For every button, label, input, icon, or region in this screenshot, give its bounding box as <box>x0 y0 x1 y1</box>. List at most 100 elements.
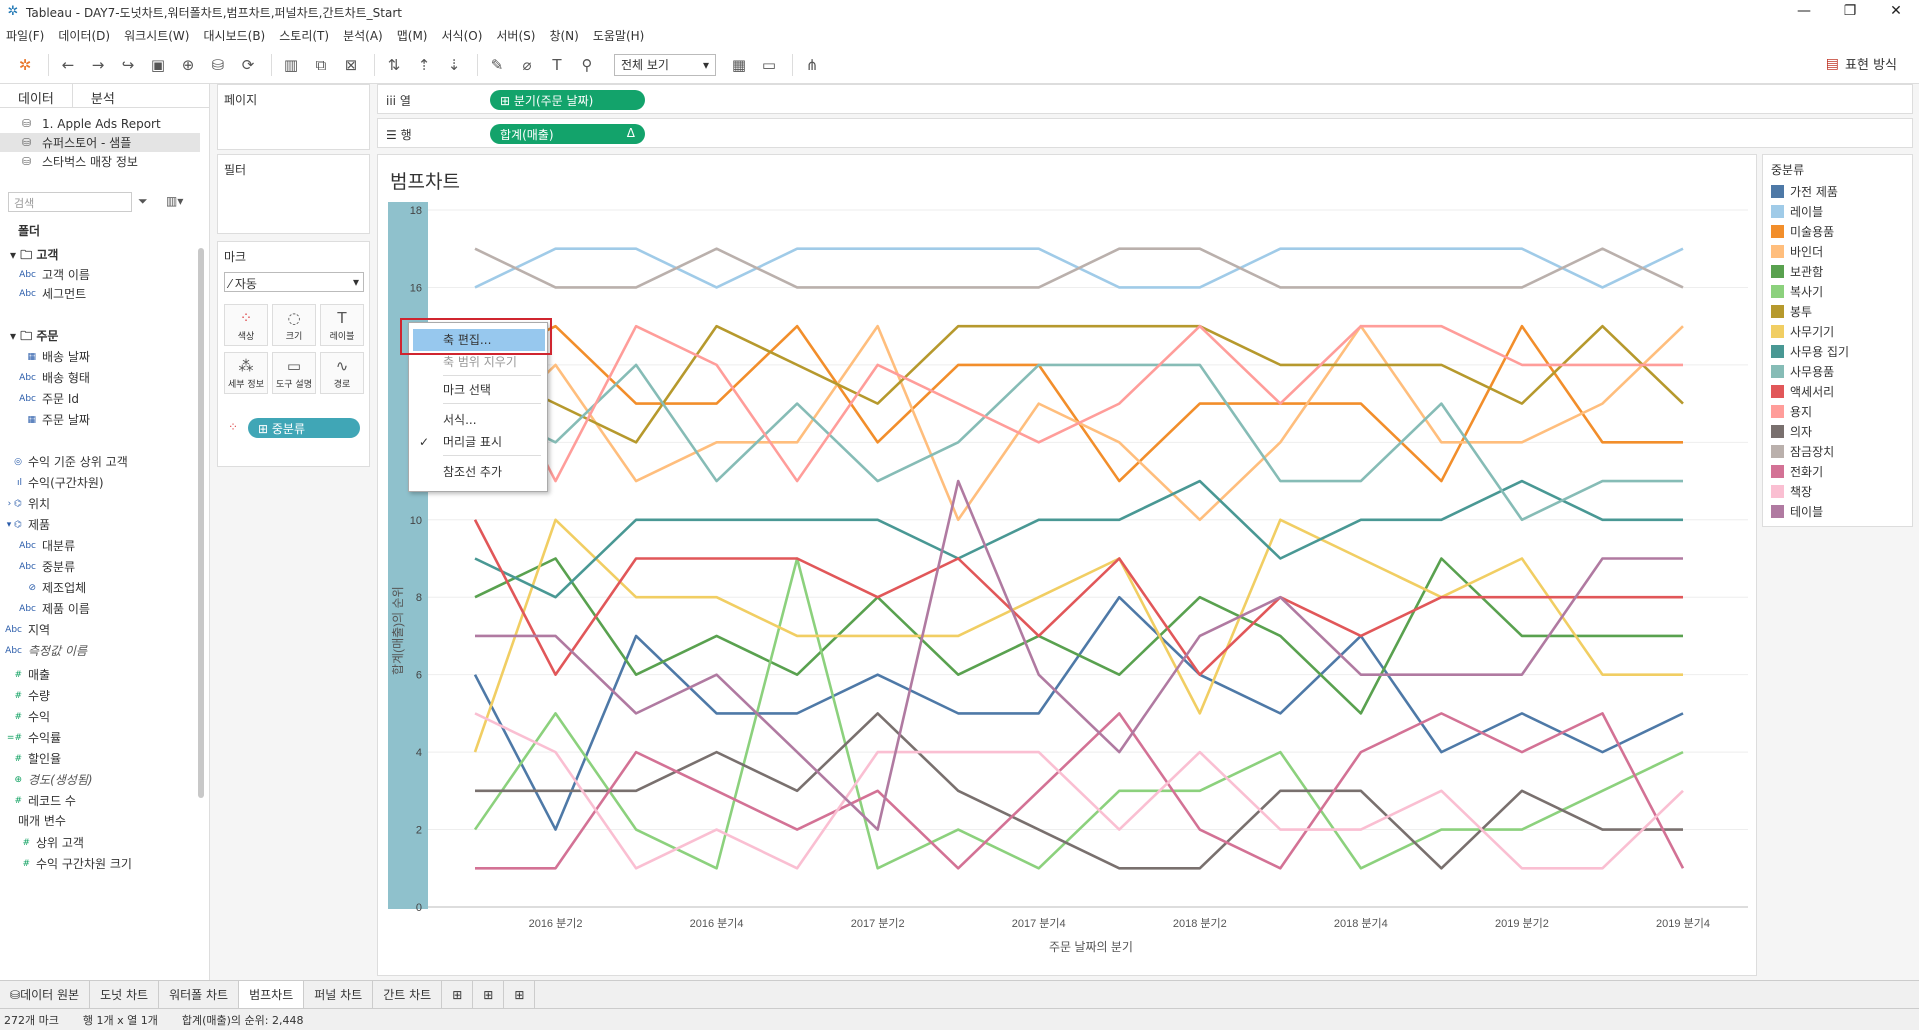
field-item[interactable]: Abc 배송 형태 <box>14 369 214 386</box>
tab-analysis[interactable]: 분석 <box>90 92 115 107</box>
search-input[interactable]: 검색 <box>8 192 132 212</box>
clear-sheet-icon[interactable]: ⊠ <box>344 55 358 74</box>
size-button[interactable]: ◌ 크기 <box>272 304 316 346</box>
share-icon[interactable]: ⋔ <box>805 55 819 74</box>
menu-edit-axis[interactable]: 축 편집... <box>413 329 545 351</box>
series-line[interactable] <box>474 324 1684 444</box>
menu-data[interactable]: 데이터(D) <box>58 28 111 43</box>
pin-icon[interactable]: ⚲ <box>581 55 593 74</box>
tab-bump-chart[interactable]: 범프차트 <box>239 980 305 1009</box>
datasource-item[interactable]: ⛁ 스타벅스 매장 정보 <box>22 155 138 169</box>
series-line[interactable] <box>473 324 1683 483</box>
set-item[interactable]: ◎ 수익 기준 상위 고객 <box>0 453 200 470</box>
series-line[interactable] <box>474 712 1684 870</box>
maximize-button[interactable]: ❐ <box>1843 3 1857 19</box>
menu-worksheet[interactable]: 워크시트(W) <box>124 28 190 43</box>
datasource-icon[interactable]: ⛁ <box>211 55 225 74</box>
color-button[interactable]: ⁘ 색상 <box>224 304 268 346</box>
series-line[interactable] <box>473 519 1683 676</box>
refresh-icon[interactable]: ⟳ <box>241 55 255 74</box>
field-item[interactable]: Abc 주문 Id <box>14 390 214 407</box>
series-line[interactable] <box>475 479 1683 831</box>
tab-waterfall-chart[interactable]: 워터폴 차트 <box>159 980 240 1009</box>
hierarchy-location[interactable]: › ⌬ 위치 <box>0 495 200 512</box>
legend-item[interactable]: 사무기기 <box>1771 323 1834 339</box>
swap-icon[interactable]: ⇅ <box>387 55 401 74</box>
legend-item[interactable]: 미술용품 <box>1771 223 1834 239</box>
sort-asc-icon[interactable]: ⇡ <box>417 55 431 74</box>
columns-shelf[interactable]: iii 열 ⊞ 분기(주문 날짜) <box>377 84 1913 114</box>
parameter-item[interactable]: # 수익 구간차원 크기 <box>8 855 208 872</box>
series-line[interactable] <box>474 324 1683 483</box>
menu-select-marks[interactable]: 마크 선택 <box>443 383 491 397</box>
bin-item[interactable]: ıl 수익(구간차원) <box>0 474 200 491</box>
field-item[interactable]: Abc 세그먼트 <box>14 285 214 302</box>
pages-card[interactable]: 페이지 <box>217 84 370 150</box>
field-item[interactable]: ▦ 배송 날짜 <box>14 348 214 365</box>
tab-donut-chart[interactable]: 도넛 차트 <box>90 980 160 1009</box>
legend-item[interactable]: 책장 <box>1771 483 1812 499</box>
datasource-item-selected[interactable]: ⛁ 슈퍼스토어 - 샘플 <box>0 133 200 152</box>
measure-item[interactable]: # 수익 <box>0 708 200 725</box>
tab-funnel-chart[interactable]: 퍼널 차트 <box>304 980 374 1009</box>
menu-show-header[interactable]: ✓ 머리글 표시 <box>409 431 547 453</box>
menu-add-reference-line[interactable]: 참조선 추가 <box>443 465 503 479</box>
y-axis-title[interactable]: 합계(매출)의 순위 <box>391 586 405 675</box>
mark-type-select[interactable]: ⁄ 자동 ▾ <box>224 272 364 292</box>
replay-icon[interactable]: ↪ <box>121 55 135 74</box>
field-item[interactable]: Abc 고객 이름 <box>14 266 214 283</box>
hierarchy-product[interactable]: ▾ ⌬ 제품 <box>0 516 200 533</box>
menu-server[interactable]: 서버(S) <box>496 28 536 43</box>
legend-item[interactable]: 가전 제품 <box>1771 183 1838 199</box>
undo-icon[interactable]: ← <box>61 55 75 74</box>
rows-pill[interactable]: 합계(매출) Δ <box>490 124 645 144</box>
measure-item[interactable]: =# 수익률 <box>0 729 200 746</box>
new-worksheet-icon[interactable]: ⊞ <box>442 980 474 1009</box>
color-field-pill[interactable]: ⊞ 중분류 <box>248 418 360 438</box>
menu-story[interactable]: 스토리(T) <box>279 28 330 43</box>
measure-item[interactable]: # 수량 <box>0 687 200 704</box>
folder-order[interactable]: ▾ 🗀 주문 <box>10 329 59 343</box>
measure-item[interactable]: # 할인율 <box>0 750 200 767</box>
path-button[interactable]: ∿ 경로 <box>320 352 364 394</box>
field-item[interactable]: Abc 제품 이름 <box>14 600 214 617</box>
tab-data-source[interactable]: ⛁ 데이터 원본 <box>0 980 91 1009</box>
legend-item[interactable]: 액세서리 <box>1771 383 1834 399</box>
data-pane-scrollbar[interactable] <box>198 248 204 798</box>
legend-item[interactable]: 레이블 <box>1771 203 1823 219</box>
series-line[interactable] <box>474 557 1683 715</box>
tableau-home-icon[interactable]: ✲ <box>18 55 32 74</box>
field-item[interactable]: ⊘ 제조업체 <box>14 579 214 596</box>
presentation-icon[interactable]: ▭ <box>761 55 777 74</box>
fit-view-select[interactable]: 전체 보기 ▾ <box>614 53 716 76</box>
menu-analysis[interactable]: 분석(A) <box>343 28 383 43</box>
new-story-icon[interactable]: ⊞ <box>504 980 536 1009</box>
menu-format[interactable]: 서식... <box>443 413 477 427</box>
legend-item[interactable]: 사무용품 <box>1771 363 1834 379</box>
filter-icon[interactable]: ⏷ <box>138 194 148 208</box>
legend-item[interactable]: 복사기 <box>1771 283 1823 299</box>
legend-item[interactable]: 용지 <box>1771 403 1812 419</box>
menu-map[interactable]: 맵(M) <box>396 28 428 43</box>
field-item[interactable]: ▦ 주문 날짜 <box>14 411 214 428</box>
datasource-item[interactable]: ⛁ 1. Apple Ads Report <box>22 116 161 131</box>
menu-help[interactable]: 도움말(H) <box>592 28 645 43</box>
legend-item[interactable]: 잠금장치 <box>1771 443 1834 459</box>
duplicate-sheet-icon[interactable]: ⧉ <box>315 55 327 74</box>
tab-gantt-chart[interactable]: 간트 차트 <box>373 980 443 1009</box>
x-axis-title[interactable]: 주문 날짜의 분기 <box>1049 940 1133 954</box>
show-me-button[interactable]: ▤ 표현 방식 <box>1826 54 1897 74</box>
columns-pill[interactable]: ⊞ 분기(주문 날짜) <box>490 90 645 110</box>
show-cards-icon[interactable]: ▦ <box>731 55 747 74</box>
highlight-icon[interactable]: ✎ <box>490 55 504 74</box>
measure-item[interactable]: ⊕ 경도(생성됨) <box>0 771 200 788</box>
save-icon[interactable]: ▣ <box>150 55 166 74</box>
series-line[interactable] <box>474 247 1684 289</box>
tab-data[interactable]: 데이터 <box>0 84 73 107</box>
menu-file[interactable]: 파일(F) <box>6 28 45 43</box>
field-item[interactable]: Abc 대분류 <box>14 537 214 554</box>
menu-dashboard[interactable]: 대시보드(B) <box>203 28 266 43</box>
legend-item[interactable]: 봉투 <box>1771 303 1812 319</box>
field-item[interactable]: Abc 중분류 <box>14 558 214 575</box>
